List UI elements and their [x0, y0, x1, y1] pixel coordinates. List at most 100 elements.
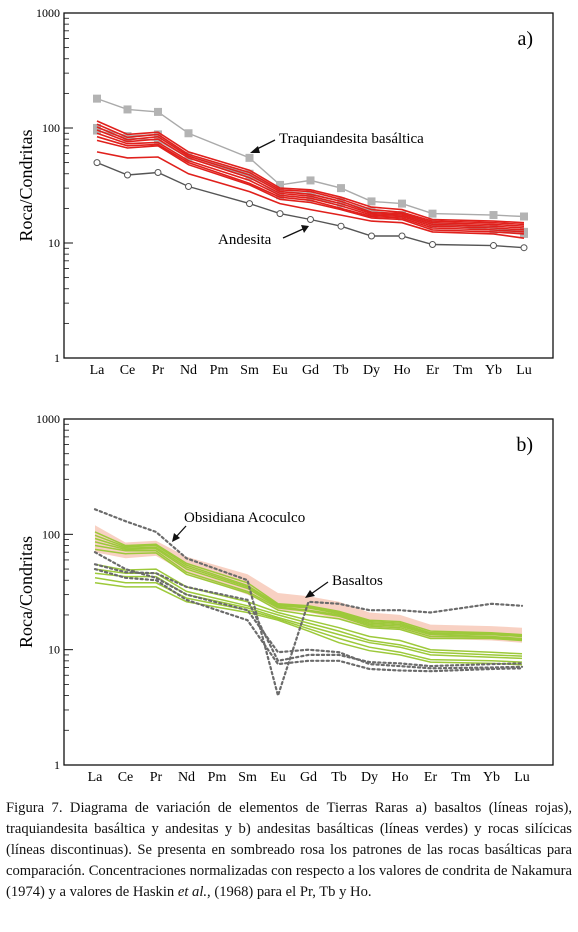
basaltic-andesite-line [94, 531, 523, 636]
panel-a-ree-diagram: 1 10 100 1000 Roca/Condritas La Ce Pr Nd Pm Sm Eu Gd… [16, 6, 554, 378]
andesite-marker [307, 216, 314, 224]
x-tick-label: Pm [210, 363, 229, 378]
annotation-arrow [282, 228, 304, 239]
silicic-dashed-line [93, 568, 524, 673]
basalt-field-shading [95, 525, 522, 643]
trachyandesite-marker [398, 199, 406, 208]
basaltic-andesite-line [94, 544, 523, 641]
plot-frame [63, 12, 554, 359]
x-tick-label: Gd [300, 770, 317, 785]
x-tick-label: Lu [514, 770, 530, 785]
caption-text: Figura 7. Diagrama de variación de eleme… [6, 800, 572, 900]
annotation-basaltos: Basaltos [332, 573, 383, 589]
y-tick-label: 10 [48, 236, 60, 250]
trachyandesite-marker [489, 211, 498, 220]
x-tick-label: Sm [238, 770, 257, 785]
andesite-marker [368, 232, 375, 240]
x-tick-label: La [90, 363, 106, 378]
andesite-marker [337, 222, 345, 230]
x-tick-label: Ce [118, 770, 134, 785]
andesite-marker [185, 182, 192, 190]
silicic-dashed-line [93, 551, 524, 670]
trachyandesite-marker [337, 184, 345, 193]
x-tick-label: Ho [393, 363, 410, 378]
caption-text-end: , (1968) para el Pr, Tb y Ho. [207, 884, 372, 900]
x-tick-label: Eu [272, 363, 288, 378]
annotation-obsidiana: Obsidiana Acoculco [184, 510, 305, 526]
panel-b-ree-diagram: 1 10 100 1000 Roca/Condritas La Ce Pr Nd Pm Sm Eu Gd… [16, 412, 554, 785]
y-tick-label: 10 [48, 643, 60, 657]
andesite-line [96, 161, 525, 249]
basalt-line [96, 126, 525, 227]
y-axis-label: Roca/Condritas [16, 130, 36, 242]
basaltic-andesite-line [94, 568, 523, 657]
trachyandesite-marker [245, 153, 254, 162]
arrow-head [305, 590, 315, 598]
silicic-dashed-line [93, 563, 524, 668]
x-tick-label: Lu [516, 363, 532, 378]
x-tick-label: Nd [178, 770, 195, 785]
x-tick-label: Nd [180, 363, 197, 378]
annotation-trachyandesite: Traquiandesita basáltica [279, 131, 424, 147]
x-tick-label: La [88, 770, 104, 785]
annotation-andesite: Andesita [218, 232, 272, 248]
y-tick-label: 1 [54, 351, 60, 365]
x-tick-label: Yb [485, 363, 502, 378]
basaltic-andesite-line [94, 541, 523, 640]
x-tick-label: Ho [391, 770, 408, 785]
basaltic-andesite-line [94, 582, 523, 666]
andesite-marker [520, 244, 528, 252]
x-tick-label: Gd [302, 363, 319, 378]
annotation-arrow [175, 525, 187, 538]
x-tick-label: Yb [483, 770, 500, 785]
andesite-marker [124, 171, 131, 179]
andesite-marker [429, 241, 436, 249]
basalt-line [96, 120, 525, 224]
x-tick-label: Dy [361, 770, 378, 785]
arrow-head [250, 146, 260, 153]
y-axis-label: Roca/Condritas [16, 536, 36, 648]
y-tick-label: 1 [54, 758, 60, 772]
basalt-line [96, 135, 525, 233]
trachyandesite-marker [520, 212, 528, 221]
x-tick-label: Tm [453, 363, 473, 378]
basaltic-andesite-line [94, 572, 523, 660]
andesite-marker [490, 242, 497, 250]
x-tick-label: Er [426, 363, 440, 378]
y-tick-label: 100 [42, 527, 60, 541]
x-tick-label: Sm [240, 363, 259, 378]
basalt-line [96, 129, 525, 229]
x-tick-label: Pm [208, 770, 227, 785]
caption-italic: et al. [177, 884, 208, 900]
basalt-line [96, 139, 525, 235]
basalt-line [96, 151, 525, 239]
basalt-line [96, 132, 525, 231]
x-tick-label: Eu [270, 770, 286, 785]
annotation-arrow [310, 581, 329, 595]
x-tick-label: Dy [363, 363, 380, 378]
panel-label: a) [517, 28, 533, 50]
andesite-marker [276, 210, 284, 218]
trachyandesite-marker [93, 94, 101, 103]
plot-frame [63, 418, 554, 766]
trachyandesite-marker [184, 129, 193, 138]
panel-label: b) [516, 434, 533, 456]
y-tick-label: 100 [42, 121, 60, 135]
figure-caption: Figura 7. Diagrama de variación de eleme… [6, 798, 572, 903]
trachyandesite-marker [123, 105, 132, 114]
trachyandesite-marker [428, 209, 437, 218]
x-tick-label: Ce [120, 363, 136, 378]
basalt-line [96, 123, 525, 226]
y-tick-label: 1000 [36, 6, 60, 20]
x-tick-label: Pr [152, 363, 165, 378]
andesite-marker [398, 232, 406, 240]
andesite-marker [246, 200, 253, 208]
basaltic-andesite-line [94, 563, 523, 655]
silicic-dashed-line [93, 508, 524, 700]
y-tick-label: 1000 [36, 412, 60, 426]
trachyandesite-marker [367, 197, 376, 206]
trachyandesite-marker [306, 176, 315, 185]
arrow-head [172, 533, 180, 542]
x-tick-label: Er [424, 770, 438, 785]
